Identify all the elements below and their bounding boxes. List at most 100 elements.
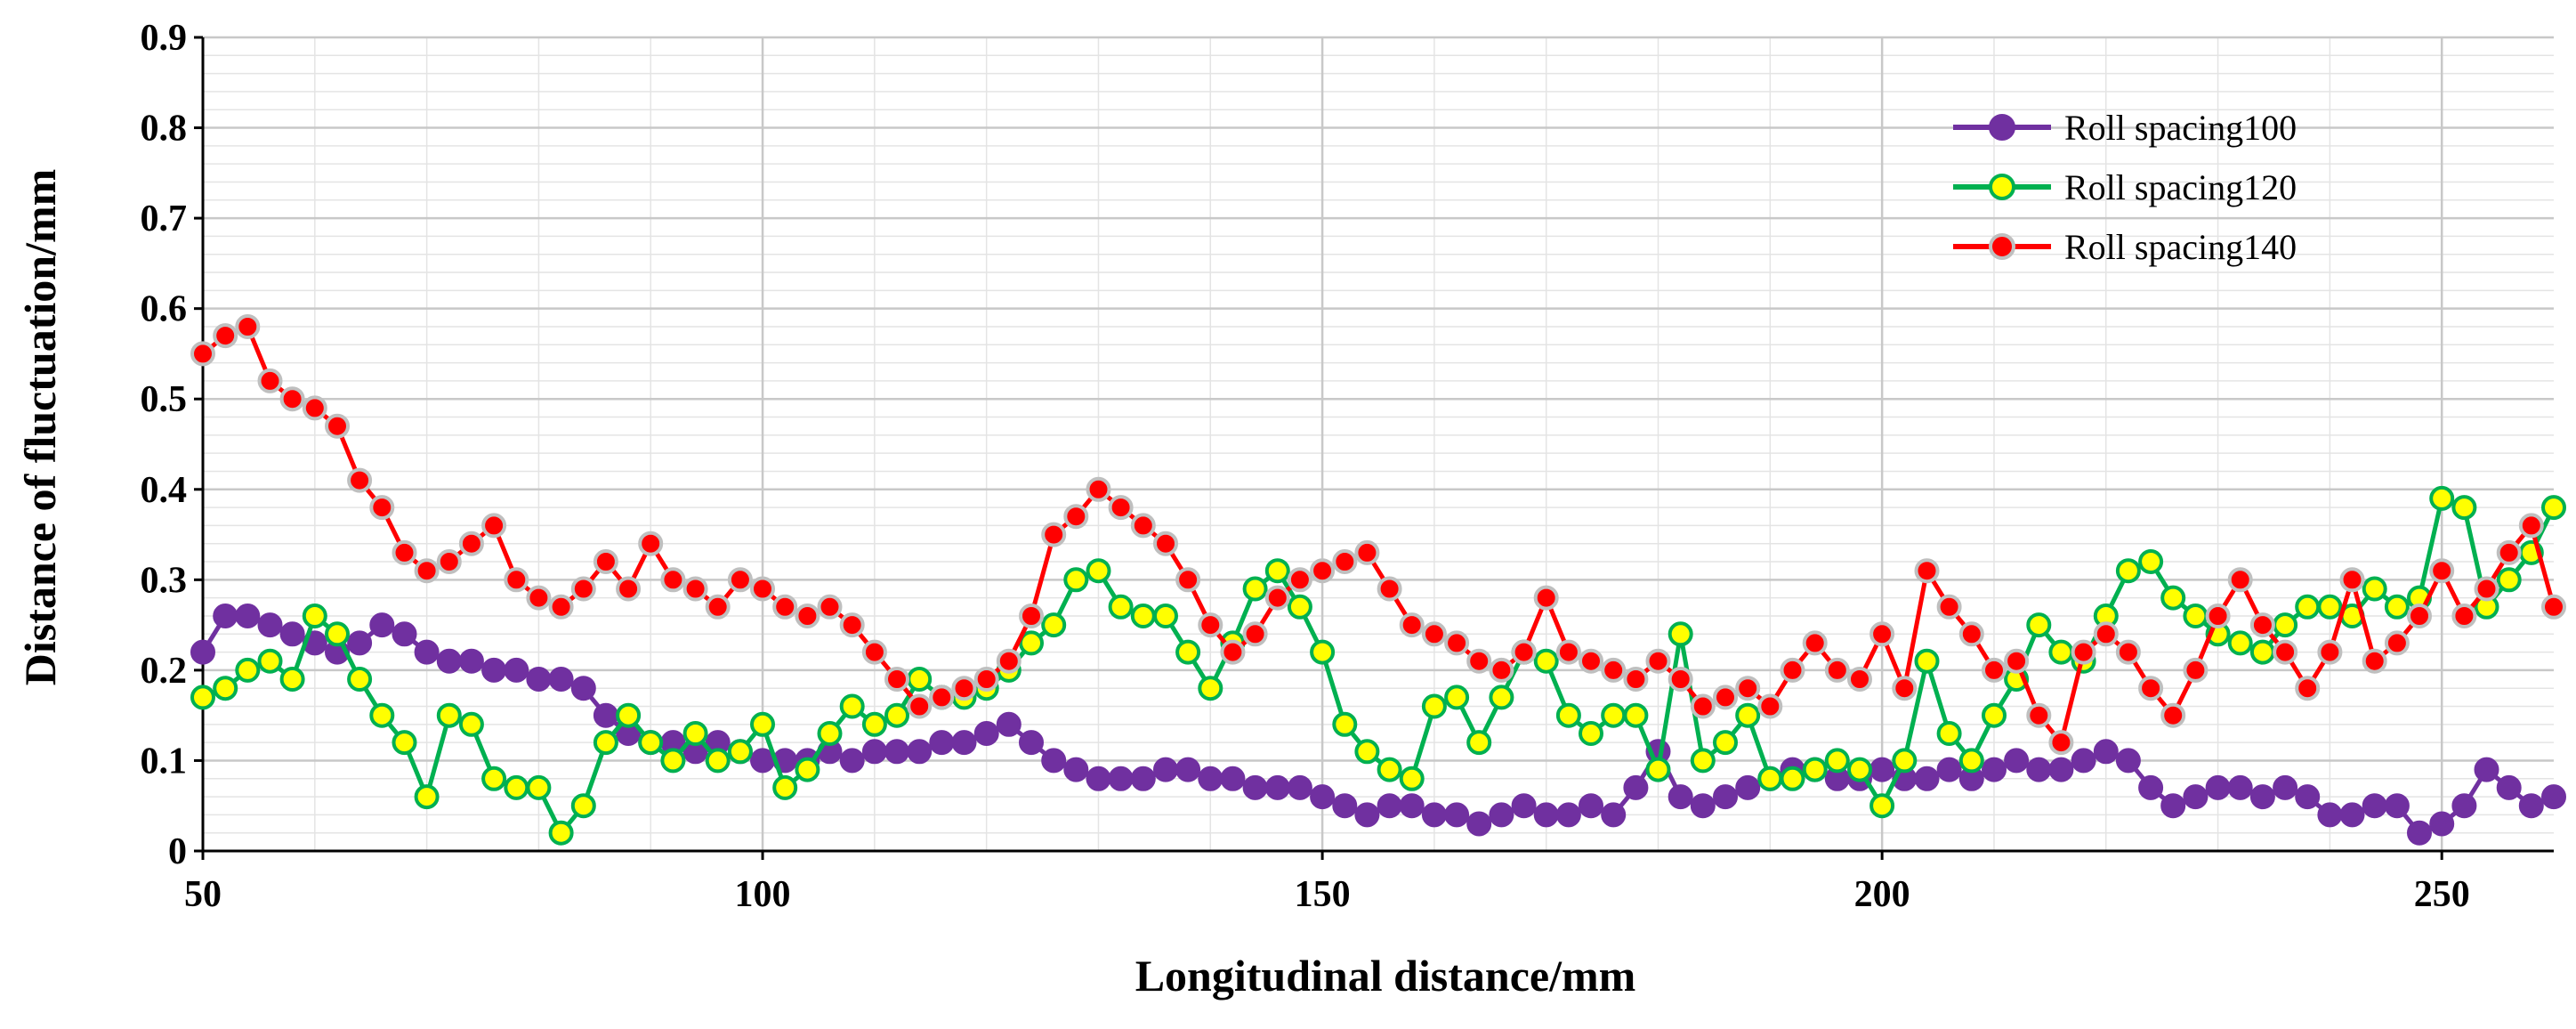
data-point [1108, 495, 1134, 521]
data-point [2273, 639, 2298, 665]
data-point [1847, 667, 1872, 692]
data-point [2362, 576, 2387, 602]
axes [194, 36, 2554, 860]
data-point [660, 567, 686, 593]
data-point [1444, 630, 1470, 656]
data-point [1533, 802, 1559, 828]
data-point [2227, 630, 2253, 656]
data-point [347, 667, 373, 692]
y-axis-title: Distance of fluctuation/mm [15, 169, 65, 686]
data-point [1847, 757, 1872, 782]
data-point [772, 774, 798, 800]
data-point [1377, 576, 1402, 602]
data-point [884, 667, 909, 692]
data-point [458, 648, 484, 674]
data-point [279, 621, 305, 647]
data-point [526, 667, 552, 692]
data-point [2295, 594, 2321, 620]
legend: Roll spacing100 Roll spacing120 Roll spaci… [1953, 108, 2297, 267]
data-point [750, 576, 775, 602]
data-point [2115, 748, 2141, 774]
data-point [2249, 784, 2275, 810]
x-axis-title: Longitudinal distance/mm [1135, 951, 1636, 1001]
data-point [795, 604, 820, 628]
data-point [1533, 648, 1559, 674]
data-point [504, 567, 529, 593]
data-point [2451, 793, 2477, 819]
data-point [414, 784, 440, 810]
data-point [436, 702, 462, 728]
data-point [257, 612, 283, 638]
data-point [392, 730, 417, 756]
data-point [1063, 504, 1089, 530]
data-point [570, 676, 596, 701]
data-point [1399, 766, 1425, 791]
data-point [750, 748, 775, 774]
data-point [1198, 766, 1223, 791]
data-point [638, 730, 664, 756]
y-tick-label: 0.7 [141, 199, 188, 239]
data-point [2138, 676, 2164, 701]
data-point [1892, 676, 1918, 701]
data-point [2407, 820, 2432, 846]
data-point [2429, 558, 2455, 584]
data-point [1645, 648, 1671, 674]
data-point [2115, 639, 2141, 665]
data-point [1690, 793, 1716, 819]
data-point [2160, 702, 2186, 728]
data-point [2518, 513, 2544, 539]
data-point [772, 594, 798, 620]
legend-label: Roll spacing100 [2064, 108, 2297, 148]
data-point [279, 667, 305, 692]
data-point [1421, 621, 1447, 647]
data-point [951, 676, 977, 701]
data-point [190, 639, 215, 665]
data-point [1489, 802, 1514, 828]
data-point [2317, 639, 2343, 665]
y-tick-label: 0.5 [141, 379, 188, 420]
data-point [593, 730, 618, 756]
data-point [235, 604, 261, 628]
data-point [1757, 766, 1783, 791]
data-point [369, 495, 395, 521]
data-point [1668, 621, 1693, 647]
data-point [1063, 757, 1089, 782]
data-point [1242, 774, 1268, 800]
legend-entry-3: Roll spacing140 [1953, 227, 2297, 267]
data-point [190, 341, 215, 367]
data-point [1511, 793, 1537, 819]
y-tick-label: 0.2 [141, 651, 188, 692]
data-point [1869, 793, 1895, 819]
data-point [705, 594, 731, 620]
data-point [1354, 739, 1380, 765]
data-point [593, 702, 618, 728]
data-point [2384, 630, 2410, 656]
data-point [1780, 766, 1805, 791]
data-point [347, 630, 373, 656]
data-point [1958, 748, 1984, 774]
y-tick-label: 0.4 [141, 470, 188, 511]
data-point [2317, 802, 2343, 828]
data-point [1914, 648, 1940, 674]
data-point [1601, 702, 1627, 728]
data-point [1735, 774, 1761, 800]
data-point [1264, 558, 1290, 584]
data-point [839, 748, 865, 774]
data-point [1444, 685, 1470, 710]
data-point [2474, 576, 2499, 602]
data-point [1175, 639, 1201, 665]
data-point [1623, 702, 1649, 728]
data-point [929, 730, 955, 756]
data-point [1869, 757, 1895, 782]
data-point [907, 693, 933, 719]
data-point [2518, 793, 2544, 819]
data-point [257, 648, 283, 674]
data-point [1153, 531, 1178, 556]
data-point [2451, 495, 2477, 521]
data-point [1533, 585, 1559, 611]
data-point [2362, 648, 2387, 674]
data-point [996, 648, 1022, 674]
data-point [705, 748, 731, 774]
